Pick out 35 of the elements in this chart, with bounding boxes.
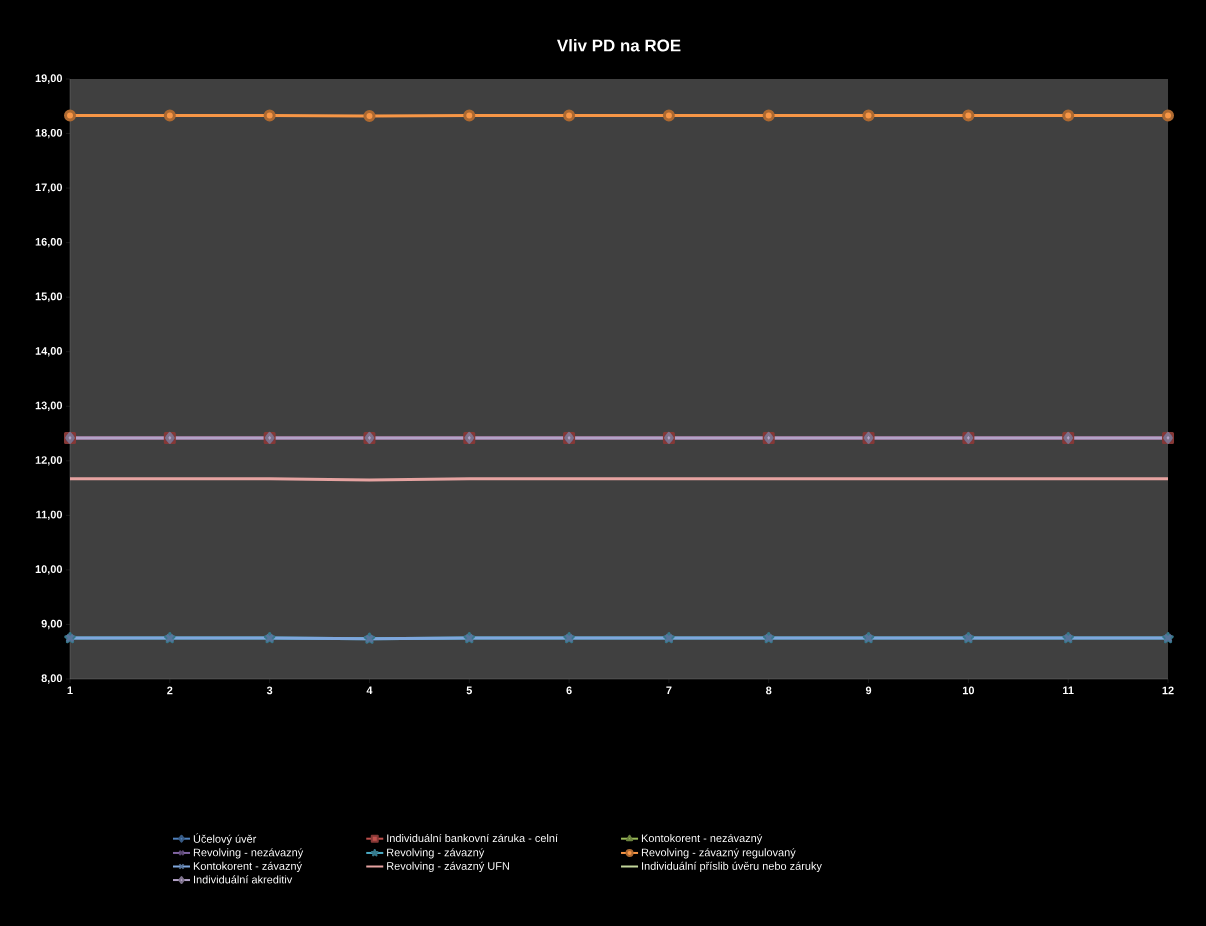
y-tick-label: 17,00	[35, 183, 63, 193]
x-tick-label: 12	[1162, 686, 1174, 695]
chart-title: Vliv PD na ROE	[557, 39, 681, 52]
x-tick-label: 5	[466, 686, 473, 695]
x-tick-label: 3	[266, 686, 273, 695]
legend-label: Individuální bankovní záruka - celní	[387, 833, 558, 843]
y-tick-label: 12,00	[35, 456, 63, 466]
y-tick-label: 19,00	[35, 74, 63, 84]
y-tick-label: 16,00	[35, 237, 63, 248]
x-tick-label: 1	[67, 686, 73, 695]
y-tick-label: 15,00	[35, 292, 63, 302]
legend-label: Individuální akreditiv	[194, 875, 293, 884]
x-tick-label: 2	[167, 686, 173, 695]
x-tick-label: 11	[1063, 686, 1074, 695]
x-tick-label: 8	[766, 686, 772, 695]
y-tick-label: 10,00	[35, 565, 63, 575]
x-tick-label: 6	[566, 686, 572, 695]
x-tick-label: 9	[865, 686, 872, 695]
legend-label: Revolving - závazný	[387, 848, 485, 859]
y-tick-label: 18,00	[35, 128, 63, 139]
x-tick-label: 7	[666, 686, 672, 695]
legend-label: Individuální příslib úvěru nebo záruky	[642, 861, 822, 873]
y-tick-label: 13,00	[35, 401, 63, 411]
y-tick-label: 9,00	[41, 619, 63, 630]
x-tick-label: 10	[962, 686, 975, 695]
y-tick-label: 11,00	[36, 510, 63, 521]
y-tick-label: 8,00	[41, 674, 63, 684]
x-tick-label: 4	[366, 686, 373, 695]
legend-label: Kontokorent - nezávazný	[641, 833, 763, 845]
legend-label: Účelový úvěr	[193, 833, 257, 845]
legend-label: Revolving - závazný regulovaný	[641, 848, 796, 859]
y-tick-label: 14,00	[35, 347, 63, 357]
legend-label: Revolving - závazný UFN	[387, 861, 509, 873]
legend-label: Revolving - nezávazný	[193, 848, 304, 859]
legend-label: Kontokorent - závazný	[193, 861, 302, 873]
